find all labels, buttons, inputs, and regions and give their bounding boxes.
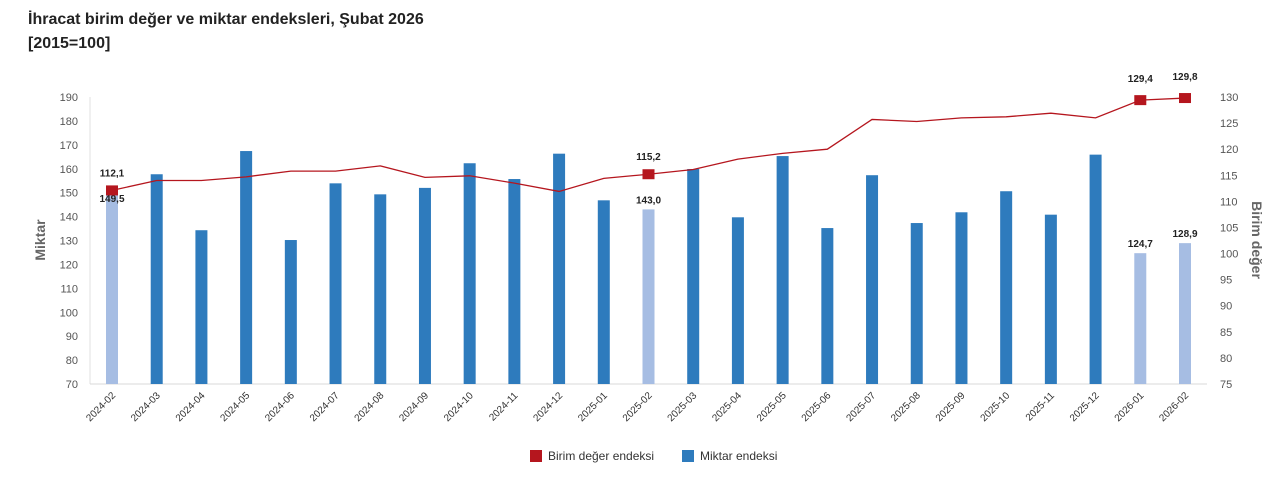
- bar-2024-10: [463, 163, 476, 384]
- y2-tick-label: 90: [1220, 301, 1232, 313]
- bar-2024-03: [150, 174, 163, 384]
- chart-title: İhracat birim değer ve miktar endeksleri…: [28, 8, 424, 56]
- y2-tick-label: 130: [1220, 92, 1238, 104]
- y2-tick-label: 110: [1220, 196, 1238, 208]
- title-text: İhracat birim değer ve miktar endeksleri…: [28, 11, 424, 28]
- bar-2024-05: [240, 151, 253, 384]
- y-tick-label: 140: [60, 212, 78, 224]
- bar-2025-03: [687, 168, 700, 384]
- legend-swatch-birim-deger: [530, 450, 542, 462]
- subtitle-text: [2015=100]: [28, 35, 111, 52]
- bar-2024-08: [374, 194, 387, 384]
- x-tick-label: 2024-09: [397, 390, 431, 424]
- x-tick-label: 2024-04: [174, 390, 208, 424]
- line-marker-2024-02: [106, 185, 118, 196]
- x-tick-label: 2025-06: [800, 390, 834, 424]
- y2-tick-label: 75: [1220, 379, 1232, 391]
- x-tick-label: 2025-12: [1068, 390, 1102, 424]
- y2-tick-label: 85: [1220, 327, 1232, 339]
- x-tick-label: 2025-09: [934, 390, 968, 424]
- line-marker-2025-02: [642, 169, 655, 180]
- y-tick-label: 190: [60, 92, 78, 104]
- x-tick-label: 2024-11: [487, 390, 521, 424]
- bar-2026-02: [1179, 243, 1191, 384]
- bar-2025-08: [910, 223, 923, 384]
- bar-2024-12: [553, 153, 566, 384]
- y-tick-label: 150: [60, 188, 78, 200]
- y-tick-label: 120: [60, 259, 78, 271]
- x-tick-label: 2025-03: [666, 390, 700, 424]
- bar-2026-01: [1134, 253, 1147, 384]
- legend-label-miktar: Miktar endeksi: [700, 449, 777, 463]
- y2-tick-label: 105: [1220, 222, 1238, 234]
- bar-data-label: 149,5: [99, 194, 124, 205]
- y2-tick-label: 120: [1220, 144, 1238, 156]
- line-marker-2026-01: [1134, 95, 1147, 106]
- y-tick-label: 80: [66, 355, 78, 367]
- bar-2025-10: [1000, 191, 1013, 384]
- bar-2025-11: [1044, 214, 1057, 384]
- y-tick-label: 90: [66, 331, 78, 343]
- bar-2025-04: [731, 217, 744, 384]
- bar-2024-06: [284, 240, 297, 384]
- bar-data-label: 143,0: [636, 195, 661, 206]
- x-tick-label: 2024-10: [442, 390, 476, 424]
- y-tick-label: 170: [60, 140, 78, 152]
- x-tick-label: 2024-12: [531, 390, 565, 424]
- bar-2025-09: [955, 212, 968, 384]
- x-tick-label: 2025-01: [576, 390, 610, 424]
- bar-2025-07: [866, 175, 879, 384]
- y2-tick-label: 80: [1220, 353, 1232, 365]
- bar-2025-12: [1089, 154, 1102, 384]
- bar-2024-11: [508, 179, 521, 384]
- bar-data-label: 124,7: [1128, 239, 1153, 250]
- line-marker-2026-02: [1179, 93, 1191, 104]
- x-tick-label: 2024-06: [263, 390, 297, 424]
- line-data-label: 112,1: [100, 168, 125, 179]
- x-tick-label: 2025-07: [844, 390, 878, 424]
- bar-2025-05: [776, 156, 789, 384]
- bar-2025-01: [597, 200, 610, 384]
- x-tick-label: 2026-01: [1113, 390, 1147, 424]
- y2-axis-title: Birim değer: [1249, 201, 1265, 279]
- x-tick-label: 2025-04: [710, 390, 744, 424]
- bar-2025-06: [821, 228, 834, 384]
- x-tick-label: 2024-07: [308, 390, 342, 424]
- x-tick-label: 2025-08: [889, 390, 923, 424]
- y2-tick-label: 100: [1220, 249, 1238, 261]
- y-tick-label: 160: [60, 164, 78, 176]
- y-tick-label: 110: [60, 283, 78, 295]
- bar-2024-07: [329, 183, 342, 384]
- y-axis-title: Miktar: [32, 219, 48, 261]
- x-tick-label: 2025-11: [1024, 390, 1058, 424]
- line-data-label: 129,8: [1172, 72, 1197, 83]
- x-tick-label: 2025-10: [979, 390, 1013, 424]
- bar-data-label: 128,9: [1172, 229, 1197, 240]
- x-tick-label: 2024-02: [84, 390, 118, 424]
- y2-tick-label: 95: [1220, 275, 1232, 287]
- x-tick-label: 2025-02: [621, 390, 655, 424]
- x-tick-label: 2025-05: [755, 390, 789, 424]
- bar-2025-02: [642, 209, 655, 384]
- x-tick-label: 2024-05: [219, 390, 253, 424]
- legend-swatch-miktar: [682, 450, 694, 462]
- y-tick-label: 130: [60, 236, 78, 248]
- bar-2024-09: [418, 187, 431, 384]
- x-tick-label: 2024-08: [353, 390, 387, 424]
- bar-2024-02: [106, 193, 118, 384]
- y-tick-label: 180: [60, 116, 78, 128]
- x-tick-label: 2024-03: [129, 390, 163, 424]
- legend-label-birim-deger: Birim değer endeksi: [548, 449, 654, 463]
- y-tick-label: 100: [60, 307, 78, 319]
- y2-tick-label: 125: [1220, 118, 1238, 130]
- line-data-label: 115,2: [636, 152, 661, 163]
- x-tick-label: 2026-02: [1157, 390, 1191, 424]
- y2-tick-label: 115: [1220, 170, 1238, 182]
- line-data-label: 129,4: [1128, 74, 1153, 85]
- bar-2024-04: [195, 230, 208, 384]
- y-tick-label: 70: [66, 379, 78, 391]
